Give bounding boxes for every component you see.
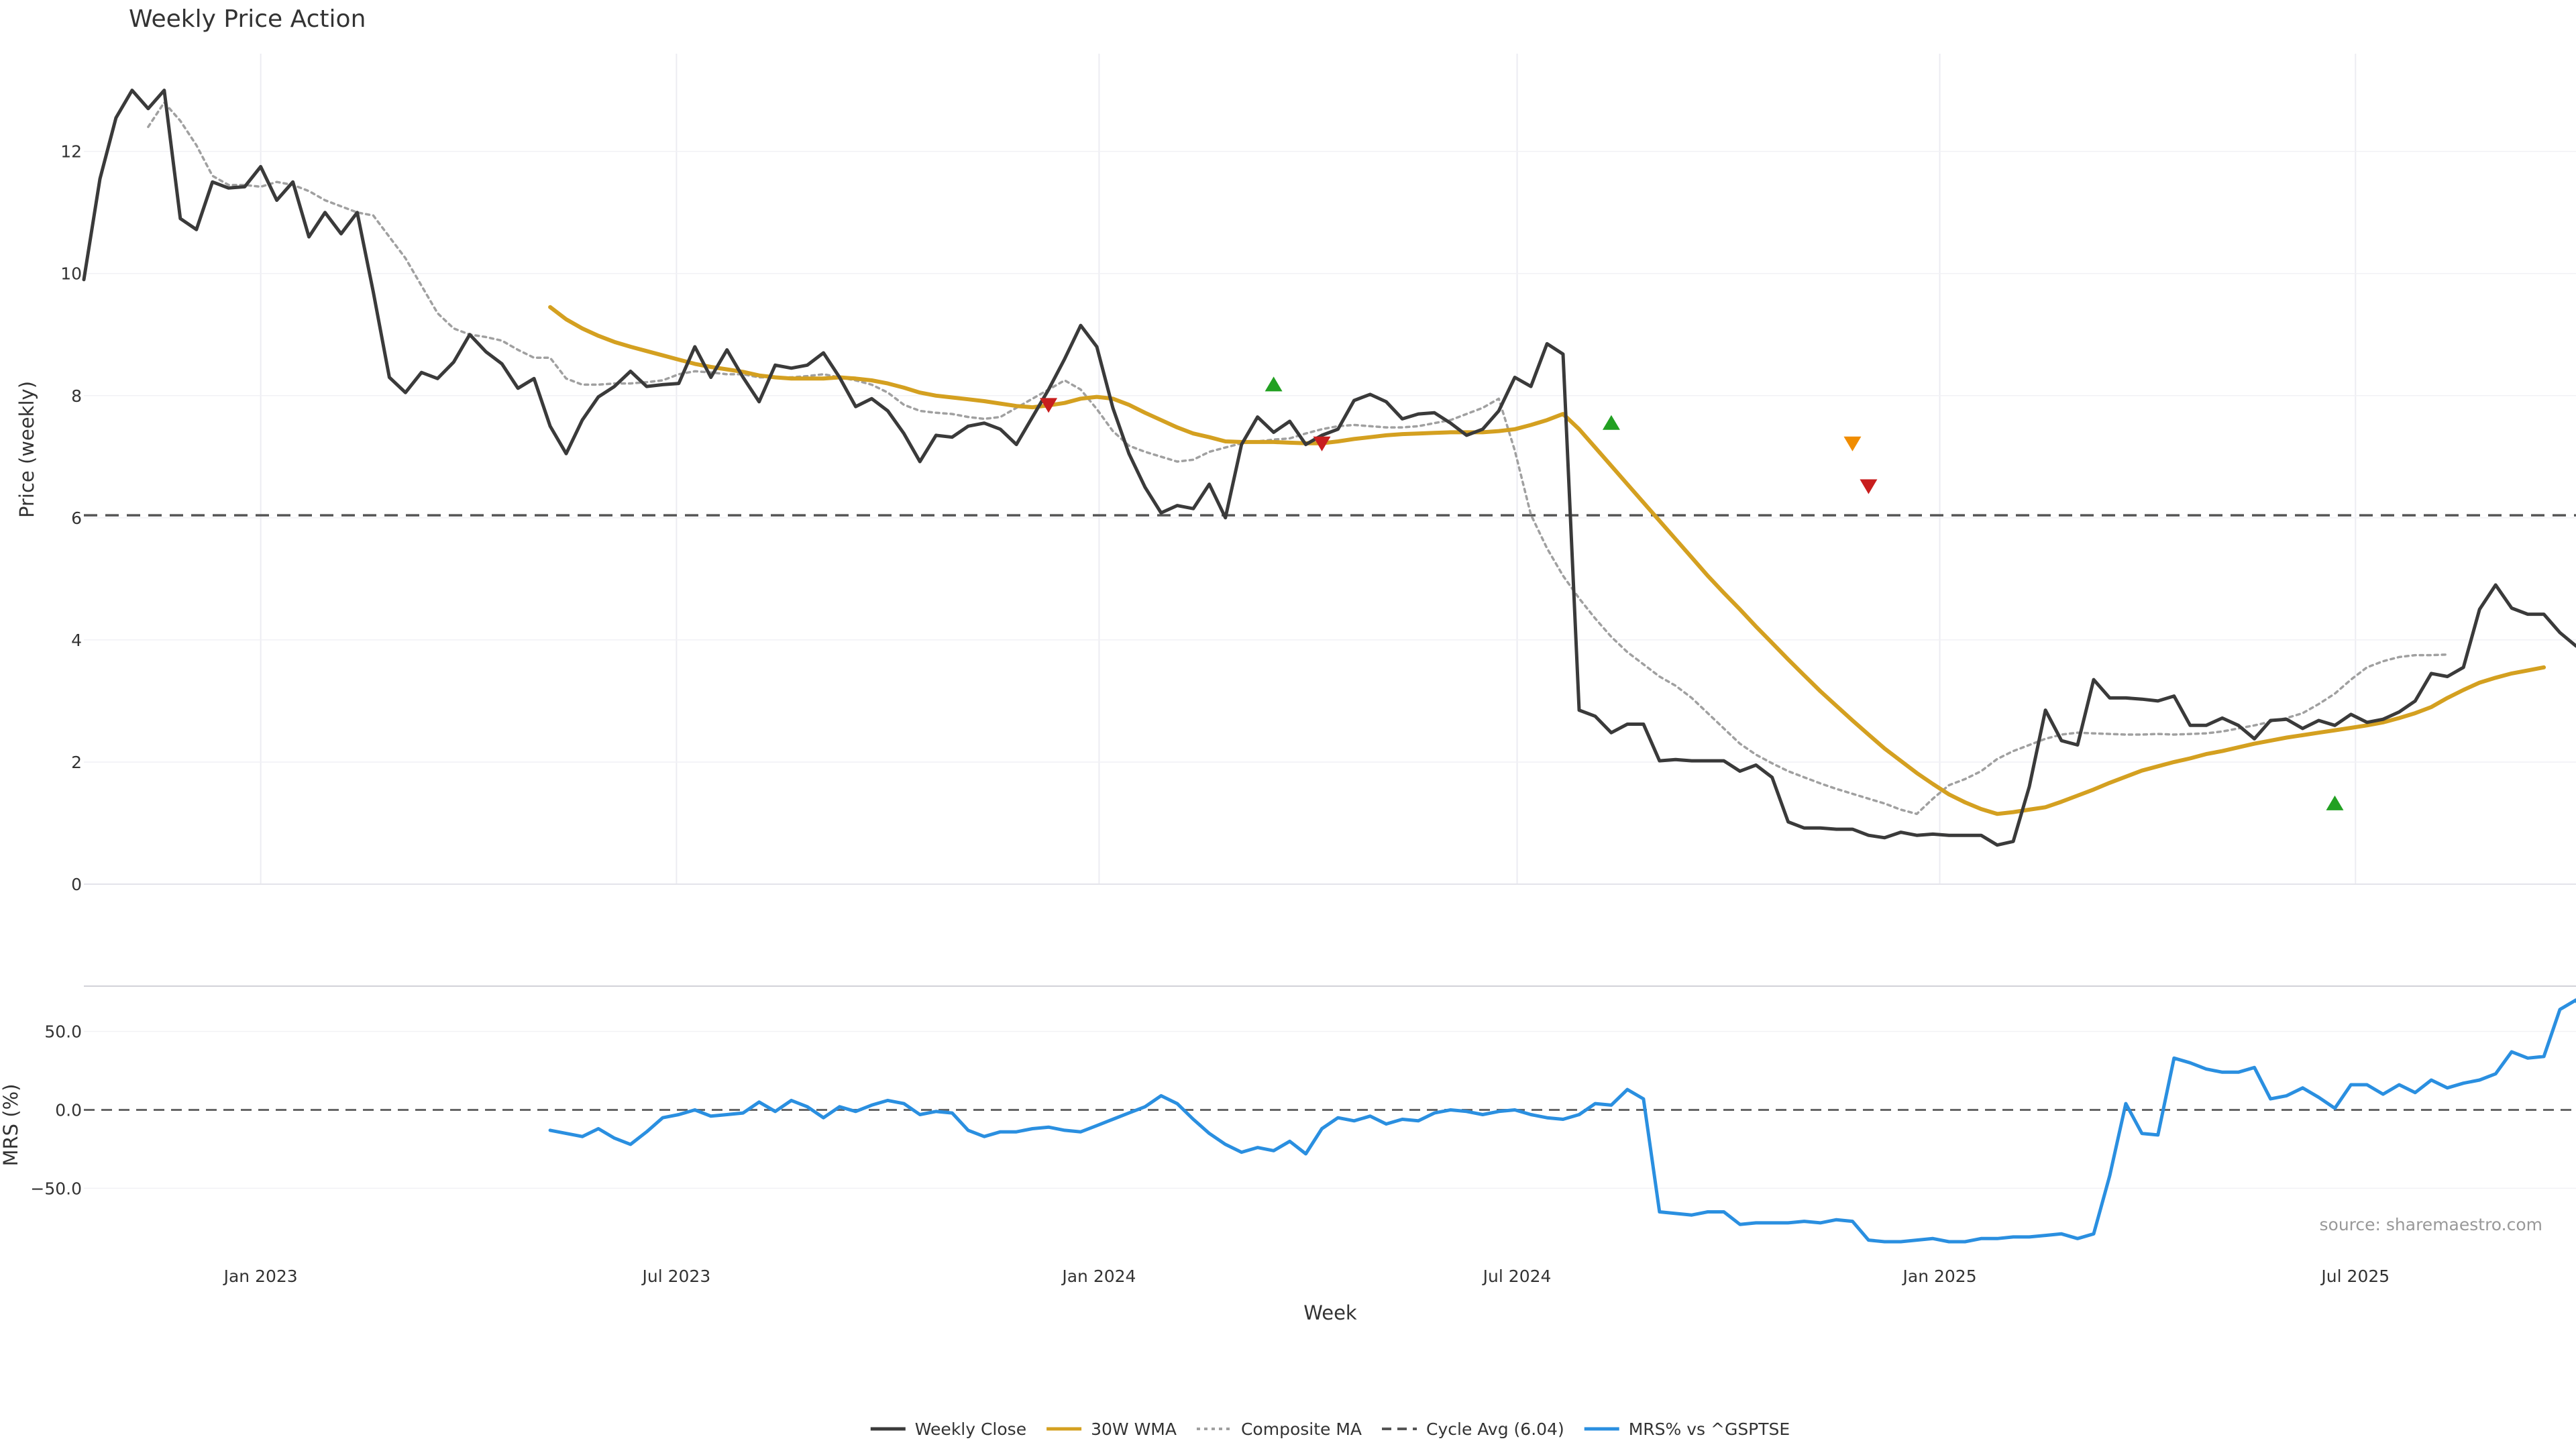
price-y-tick-label: 8 — [71, 386, 82, 406]
x-axis-label: Week — [1303, 1301, 1357, 1324]
source-note: source: sharemaestro.com — [2320, 1215, 2543, 1234]
legend-label: Weekly Close — [915, 1419, 1026, 1439]
grid-layer — [84, 54, 2576, 1189]
legend: Weekly Close 30W WMA Composite MA Cycle Avg… — [870, 1419, 1790, 1439]
price-y-tick-label: 6 — [71, 508, 82, 528]
series-lines — [82, 89, 2576, 1244]
price-y-tick-label: 12 — [60, 142, 82, 162]
x-tick-label: Jul 2024 — [1482, 1267, 1552, 1286]
x-tick-label: Jan 2023 — [223, 1267, 298, 1286]
sell-signal-marker — [1040, 398, 1058, 413]
wma-30w-line — [548, 305, 2546, 816]
sell-signal-marker — [1843, 436, 1862, 451]
mrs-line — [548, 998, 2576, 1244]
price-y-axis-label: Price (weekly) — [15, 381, 38, 518]
legend-label: 30W WMA — [1091, 1419, 1177, 1439]
buy-signal-marker — [2326, 795, 2344, 810]
price-y-tick-label: 4 — [71, 631, 82, 650]
weekly-close-line — [82, 89, 2576, 847]
price-y-tick-label: 10 — [60, 264, 82, 284]
mrs-y-tick-label: 50.0 — [44, 1022, 82, 1042]
price-y-tick-label: 0 — [71, 875, 82, 894]
x-tick-label: Jul 2023 — [641, 1267, 711, 1286]
legend-label: Cycle Avg (6.04) — [1426, 1419, 1564, 1439]
mrs-y-tick-label: −50.0 — [30, 1179, 82, 1198]
sell-signal-marker — [1860, 479, 1878, 494]
sell-signal-marker — [1313, 436, 1331, 451]
x-tick-label: Jan 2025 — [1902, 1267, 1977, 1286]
mrs-y-tick-label: 0.0 — [55, 1100, 82, 1120]
legend-label: MRS% vs ^GSPTSE — [1629, 1419, 1790, 1439]
chart-title: Weekly Price Action — [129, 5, 366, 33]
legend-label: Composite MA — [1241, 1419, 1362, 1439]
composite-ma-line — [147, 101, 2449, 816]
buy-signal-marker — [1265, 376, 1283, 392]
mrs-y-axis-label: MRS (%) — [0, 1084, 22, 1167]
signal-markers — [1040, 376, 2344, 810]
price-y-tick-label: 2 — [71, 753, 82, 772]
x-tick-label: Jan 2024 — [1061, 1267, 1136, 1286]
tick-labels: 0 2 4 6 8 10 12 50.0 0.0 −50.0 Jan 2023 Jul 2023 Jan… — [30, 142, 2390, 1286]
x-tick-label: Jul 2025 — [2320, 1267, 2390, 1286]
buy-signal-marker — [1602, 415, 1620, 430]
